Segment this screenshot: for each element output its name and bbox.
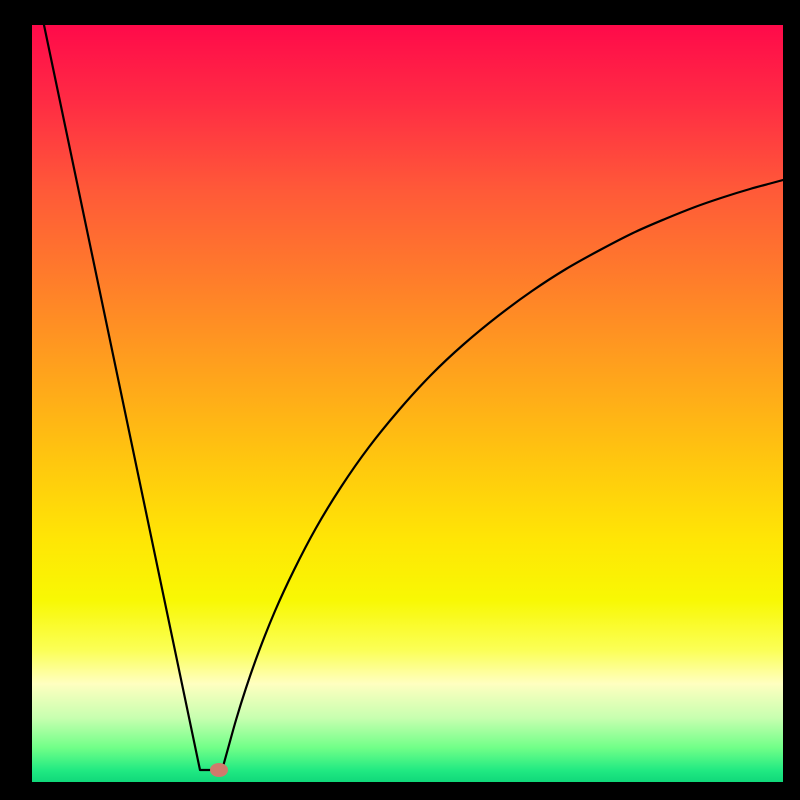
- chart-container: TheBottleneck.com: [0, 0, 800, 800]
- frame-right: [783, 0, 800, 800]
- plot-overlay: [32, 25, 783, 782]
- frame-bottom: [0, 782, 800, 800]
- optimal-marker: [210, 763, 228, 777]
- frame-left: [0, 0, 32, 800]
- plot-area: [32, 25, 783, 782]
- bottleneck-curve: [44, 25, 783, 770]
- frame-top: [0, 0, 800, 25]
